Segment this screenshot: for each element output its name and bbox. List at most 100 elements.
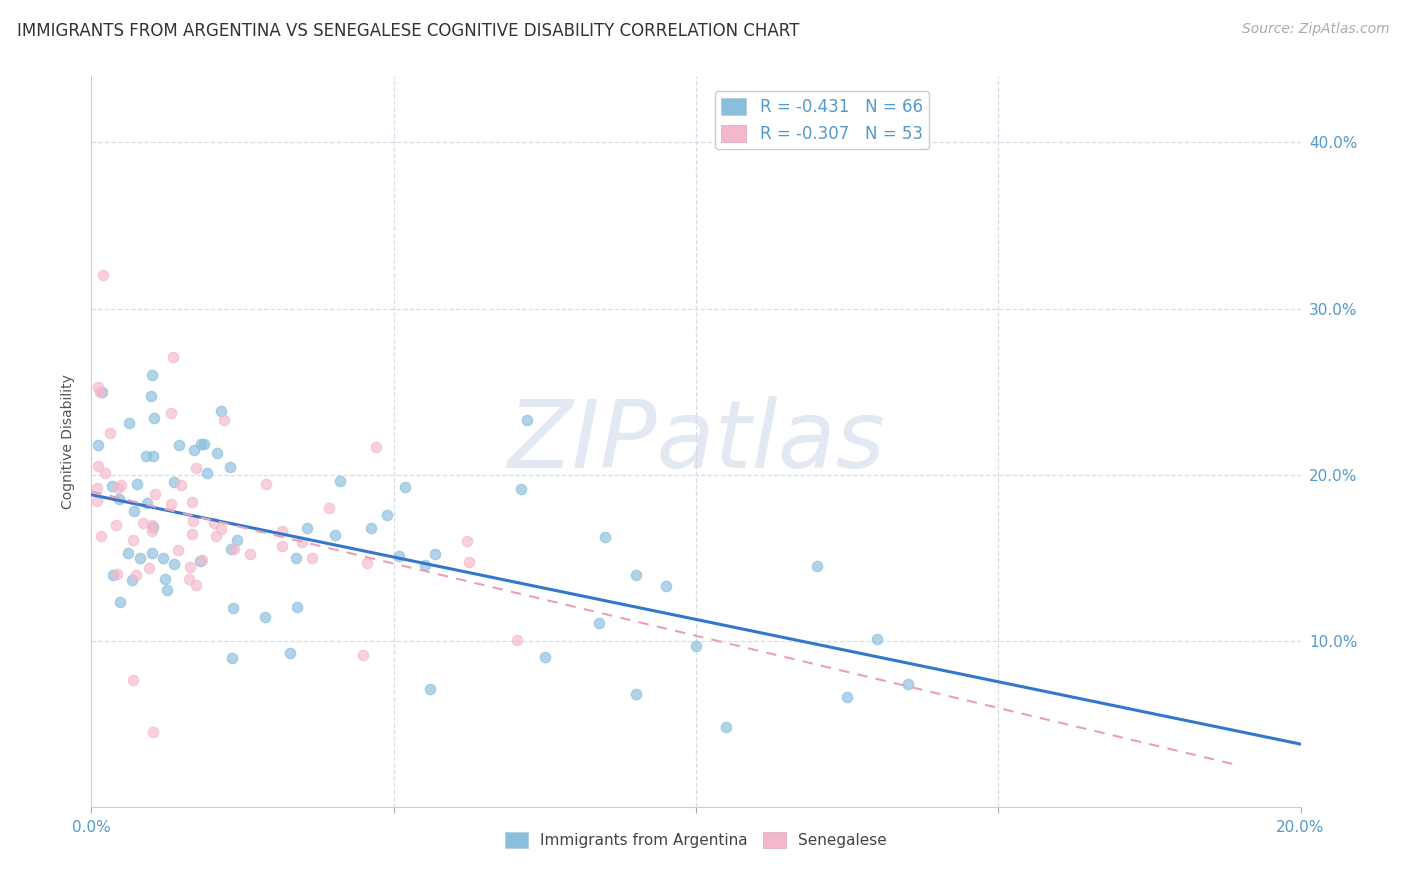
Point [129, 550, 152, 565]
Point [190, 437, 212, 451]
Point [118, 416, 141, 430]
Point [186, 578, 208, 592]
Point [254, 477, 277, 491]
Point [181, 514, 204, 528]
Point [188, 554, 211, 568]
Point [181, 494, 204, 508]
Point [806, 558, 828, 573]
Point [318, 500, 340, 515]
Point [107, 481, 129, 495]
Point [103, 568, 125, 582]
Point [270, 524, 292, 539]
Point [714, 720, 737, 734]
Point [135, 496, 157, 510]
Point [270, 539, 292, 553]
Point [202, 516, 225, 530]
Point [179, 572, 201, 586]
Point [209, 404, 232, 418]
Point [287, 599, 309, 614]
Point [506, 632, 529, 647]
Point [419, 682, 441, 697]
Point [167, 438, 190, 452]
Point [110, 477, 132, 491]
Point [138, 561, 160, 575]
Point [205, 446, 228, 460]
Point [515, 413, 537, 427]
Point [290, 535, 312, 549]
Point [388, 549, 411, 563]
Point [221, 650, 243, 665]
Point [179, 559, 201, 574]
Point [104, 517, 127, 532]
Point [222, 600, 245, 615]
Point [588, 616, 610, 631]
Point [181, 527, 204, 541]
Point [108, 595, 131, 609]
Point [93, 268, 115, 283]
Point [127, 477, 149, 491]
Point [219, 541, 242, 556]
Point [297, 521, 319, 535]
Point [121, 573, 143, 587]
Point [195, 467, 218, 481]
Point [190, 553, 212, 567]
Point [122, 673, 145, 687]
Point [352, 648, 374, 663]
Point [323, 527, 346, 541]
Point [595, 530, 617, 544]
Point [356, 557, 378, 571]
Point [329, 474, 352, 488]
Point [205, 529, 228, 543]
Point [533, 649, 555, 664]
Point [98, 426, 121, 441]
Point [163, 558, 186, 572]
Point [93, 466, 115, 480]
Point [87, 438, 110, 452]
Point [117, 546, 139, 560]
Point [423, 547, 446, 561]
Point [108, 491, 131, 506]
Point [86, 493, 108, 508]
Point [360, 521, 382, 535]
Point [141, 518, 163, 533]
Point [87, 380, 110, 394]
Point [141, 546, 163, 560]
Point [301, 551, 323, 566]
Point [184, 461, 207, 475]
Point [89, 384, 111, 399]
Point [159, 406, 181, 420]
Point [183, 443, 205, 458]
Point [125, 568, 148, 582]
Point [835, 690, 858, 704]
Point [163, 475, 186, 490]
Point [209, 522, 232, 536]
Point [193, 436, 215, 450]
Point [212, 413, 235, 427]
Point [86, 481, 108, 495]
Point [122, 533, 145, 547]
Point [141, 368, 163, 383]
Point [156, 583, 179, 598]
Point [254, 609, 277, 624]
Point [654, 579, 676, 593]
Point [170, 477, 193, 491]
Point [284, 551, 307, 566]
Point [90, 384, 112, 399]
Point [122, 504, 145, 518]
Point [456, 533, 478, 548]
Text: IMMIGRANTS FROM ARGENTINA VS SENEGALESE COGNITIVE DISABILITY CORRELATION CHART: IMMIGRANTS FROM ARGENTINA VS SENEGALESE … [17, 22, 799, 40]
Point [897, 677, 920, 691]
Text: ZIPatlas: ZIPatlas [508, 396, 884, 487]
Point [159, 497, 181, 511]
Point [222, 542, 245, 557]
Point [166, 543, 188, 558]
Point [457, 555, 479, 569]
Point [866, 632, 889, 647]
Point [239, 547, 262, 561]
Point [155, 572, 177, 586]
Point [143, 411, 166, 425]
Point [142, 450, 165, 464]
Point [132, 516, 155, 530]
Point [218, 460, 240, 475]
Point [142, 520, 165, 534]
